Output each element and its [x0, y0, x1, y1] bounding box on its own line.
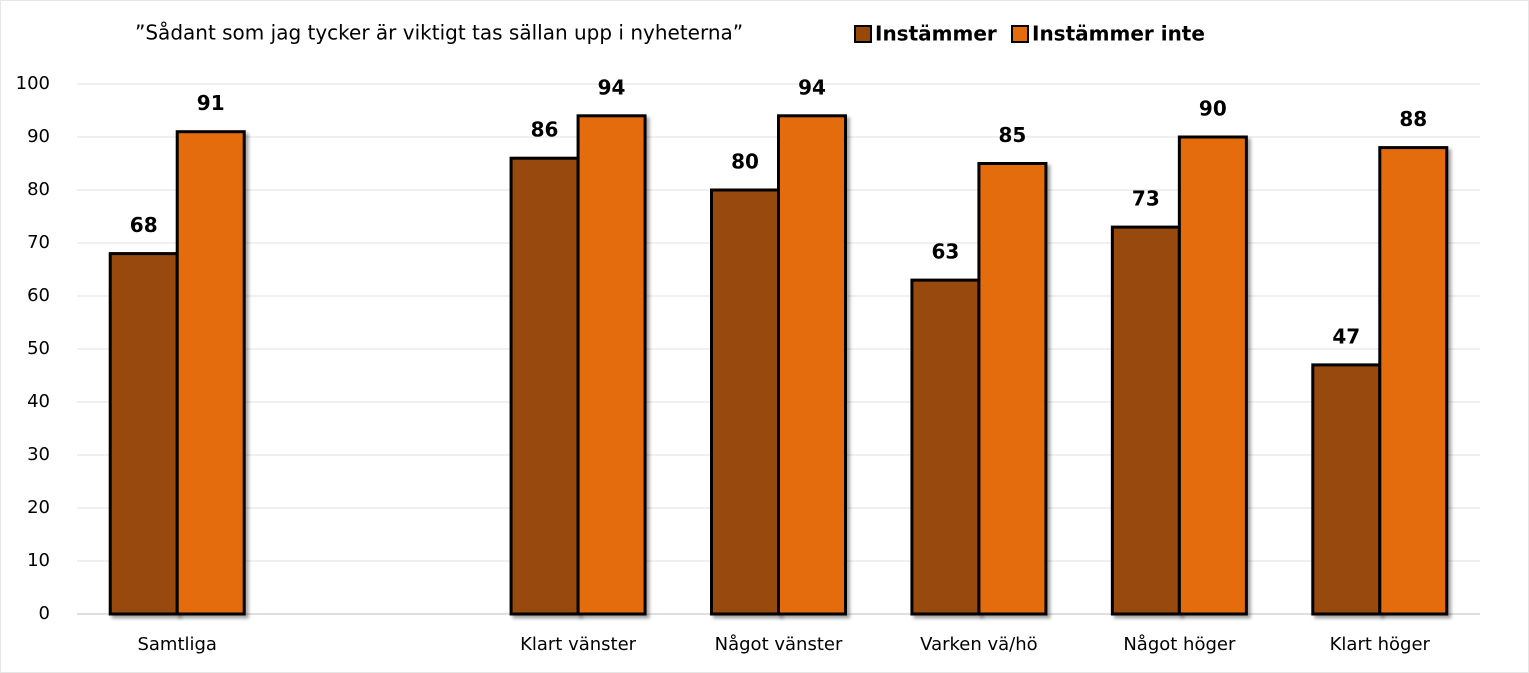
x-tick-label: Något höger [1123, 634, 1236, 655]
y-tick-label: 90 [27, 126, 50, 147]
value-label: 94 [598, 75, 626, 99]
x-tick-label: Klart höger [1330, 634, 1431, 655]
bar [710, 188, 780, 616]
y-tick-label: 70 [27, 232, 50, 253]
value-label: 94 [798, 75, 826, 99]
value-label: 91 [197, 91, 225, 115]
bar [1177, 135, 1248, 616]
y-tick-label: 20 [27, 497, 50, 518]
bar [108, 252, 179, 616]
value-label: 68 [130, 213, 158, 237]
y-tick-label: 40 [27, 391, 50, 412]
legend-swatch [854, 25, 872, 43]
y-tick-label: 60 [27, 285, 50, 306]
value-label: 47 [1332, 324, 1360, 348]
bar [910, 278, 981, 616]
value-label: 85 [999, 123, 1027, 147]
bar [175, 130, 246, 616]
y-tick-label: 30 [27, 444, 50, 465]
chart-title: ”Sådant som jag tycker är viktigt tas sä… [135, 21, 743, 45]
value-label: 80 [731, 150, 759, 174]
bar [509, 156, 580, 616]
bar [576, 114, 647, 616]
bar [1110, 225, 1181, 616]
y-tick-label: 100 [16, 73, 50, 94]
y-tick-label: 50 [27, 338, 50, 359]
legend-label: Instämmer [875, 22, 997, 46]
value-label: 90 [1199, 97, 1227, 121]
value-label: 88 [1399, 107, 1427, 131]
y-tick-label: 80 [27, 179, 50, 200]
value-label: 73 [1132, 187, 1160, 211]
bar [777, 114, 847, 616]
value-label: 86 [531, 118, 559, 142]
x-tick-label: Samtliga [137, 634, 217, 655]
y-tick-label: 0 [39, 603, 50, 624]
legend-swatch [1011, 25, 1029, 43]
bar [1311, 363, 1382, 616]
x-tick-label: Något vänster [715, 634, 843, 655]
legend-label: Instämmer inte [1032, 22, 1205, 46]
value-label: 63 [932, 240, 960, 264]
bar [977, 162, 1048, 616]
x-tick-label: Varken vä/hö [920, 634, 1038, 655]
x-tick-label: Klart vänster [520, 634, 637, 655]
bar [1378, 146, 1449, 616]
y-tick-label: 10 [27, 550, 50, 571]
